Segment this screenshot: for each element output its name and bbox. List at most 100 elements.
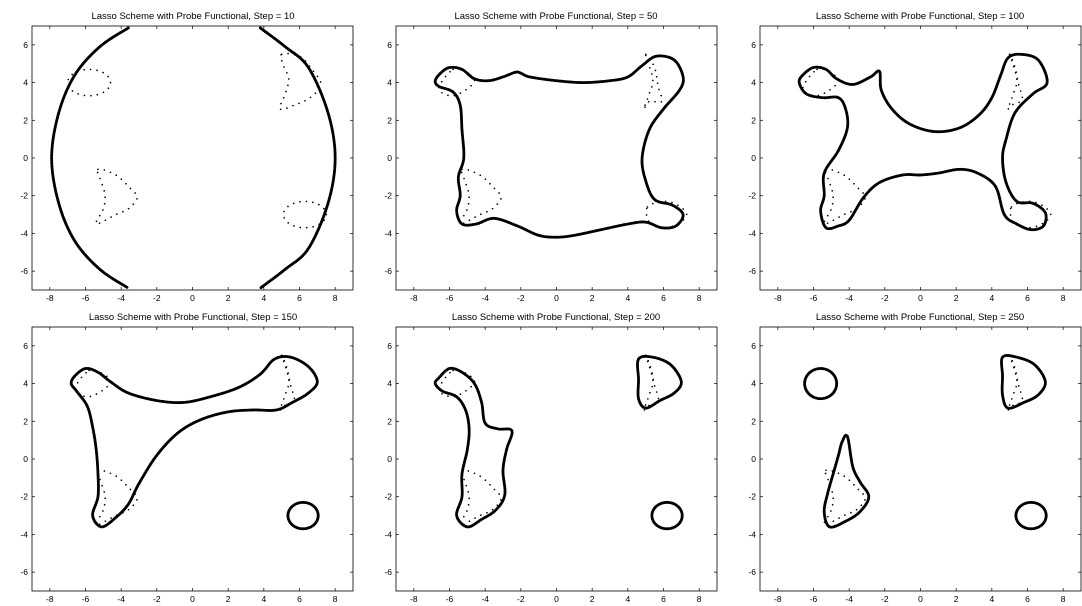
panel-2-point	[647, 100, 650, 103]
panel-2-point	[461, 168, 463, 171]
panel-5-point	[644, 404, 647, 406]
panel-5-point	[493, 488, 496, 491]
panel-3-point	[855, 207, 858, 210]
panel-3-point	[802, 86, 804, 89]
panel-4-point	[284, 404, 286, 407]
panel-1-point	[308, 65, 311, 67]
panel-5-point	[654, 402, 656, 405]
panel-2-ytick-label: 4	[387, 78, 392, 88]
panel-1-point	[293, 53, 296, 56]
panel-5-point	[463, 478, 465, 481]
panel-1-point	[134, 192, 136, 194]
panel-5-xtick-label: 0	[554, 594, 559, 604]
panel-1-point	[109, 171, 112, 174]
panel-2-point	[646, 98, 649, 100]
panel-2-point	[469, 74, 472, 77]
panel-1-point	[102, 71, 104, 74]
panel-6-point	[835, 382, 839, 386]
panel-4-point	[284, 366, 287, 369]
panel-5-point	[441, 392, 443, 395]
panel-2-series-3-dotted	[459, 168, 502, 225]
panel-4-point	[95, 521, 98, 524]
panel-1-point	[316, 75, 319, 78]
panel-4-xtick-label: 8	[333, 594, 338, 604]
panel-5-xtick-label: -2	[517, 594, 525, 604]
panel-1-point	[286, 107, 288, 109]
panel-2-point	[449, 70, 451, 73]
panel-5-point	[650, 373, 653, 375]
panel-4-series-2-thick	[286, 500, 320, 531]
panel-5-point	[459, 521, 462, 524]
panel-2-point	[480, 213, 482, 215]
panel-4-point	[104, 497, 107, 500]
panel-2-point	[656, 82, 659, 85]
panel-3-point	[1049, 213, 1052, 216]
panel-5-point	[479, 475, 482, 478]
panel-1-point	[318, 203, 320, 206]
panel-2-xtick-label: -6	[446, 293, 454, 303]
panel-3-point	[831, 169, 834, 171]
panel-4-point	[316, 515, 320, 519]
panel-4-xtick-label: 6	[297, 594, 302, 604]
panel-6-point	[862, 493, 864, 495]
panel-2-point	[489, 182, 491, 185]
panel-3-ytick-label: -2	[748, 191, 756, 201]
panel-4-point	[101, 484, 104, 487]
panel-6-point	[824, 472, 827, 475]
panel-4-point	[109, 380, 112, 383]
panel-3-point	[826, 222, 829, 225]
panel-1-point	[98, 214, 101, 217]
panel-6-point	[857, 488, 860, 491]
panel-4-series-4-dotted	[95, 469, 138, 526]
panel-4-marks	[69, 354, 320, 531]
panel-6-point	[1015, 379, 1018, 382]
panel-1-point	[283, 210, 285, 213]
panel-5-point	[465, 389, 467, 392]
panel-5-point	[647, 398, 649, 400]
panel-5-point	[453, 395, 456, 398]
panel-1-point	[286, 71, 288, 74]
panel-2-point	[467, 169, 470, 171]
panel-5-point	[653, 385, 656, 387]
panel-1-point	[104, 219, 107, 222]
panel-3-point	[1007, 108, 1010, 110]
panel-3-xtick-label: 8	[1061, 293, 1066, 303]
panel-5-point	[655, 391, 658, 393]
panel-3-point	[1021, 96, 1024, 99]
panel-6-ticks: -8 -6 -4 -2 0 2 4 6 8 -6 -4 -2 0 2 4 6	[748, 327, 1081, 604]
panel-3-point	[805, 91, 807, 94]
panel-1-point	[293, 225, 295, 227]
panel-6-point	[830, 510, 832, 512]
panel-4-point	[72, 375, 76, 379]
panel-2-point	[491, 207, 494, 210]
panel-5-point	[649, 391, 651, 394]
panel-3-point	[832, 219, 835, 222]
panel-2-point	[650, 73, 653, 75]
panel-2-point	[444, 75, 447, 78]
panel-4-xtick-label: 2	[226, 594, 231, 604]
panel-2-point	[658, 201, 660, 203]
panel-4-point	[101, 389, 103, 392]
panel-3-point	[811, 94, 813, 97]
panel-5-xtick-label: -4	[481, 594, 489, 604]
panel-2-point	[458, 68, 461, 71]
panel-2-point	[658, 88, 660, 91]
panel-1-point	[287, 78, 290, 80]
panel-1-point	[280, 102, 282, 105]
panel-1-point	[132, 203, 135, 206]
panel-3-point	[829, 88, 831, 91]
panel-5-point	[467, 470, 470, 472]
panel-4-point	[106, 385, 108, 388]
panel-5-point	[467, 503, 470, 506]
panel-6-ytick-label: 0	[751, 454, 756, 464]
panel-2-ytick-label: -6	[384, 266, 392, 276]
panel-1-series-5-dotted	[95, 168, 138, 225]
panel-6-point	[838, 517, 840, 519]
panel-1-series-6-dotted	[279, 52, 322, 111]
panel-5-point	[460, 472, 463, 475]
panel-1-point	[318, 87, 321, 90]
panel-5-point	[657, 397, 660, 400]
panel-2-point	[440, 80, 443, 83]
panel-5-ytick-label: 4	[387, 379, 392, 389]
panel-5-series-2-thick	[636, 354, 683, 410]
